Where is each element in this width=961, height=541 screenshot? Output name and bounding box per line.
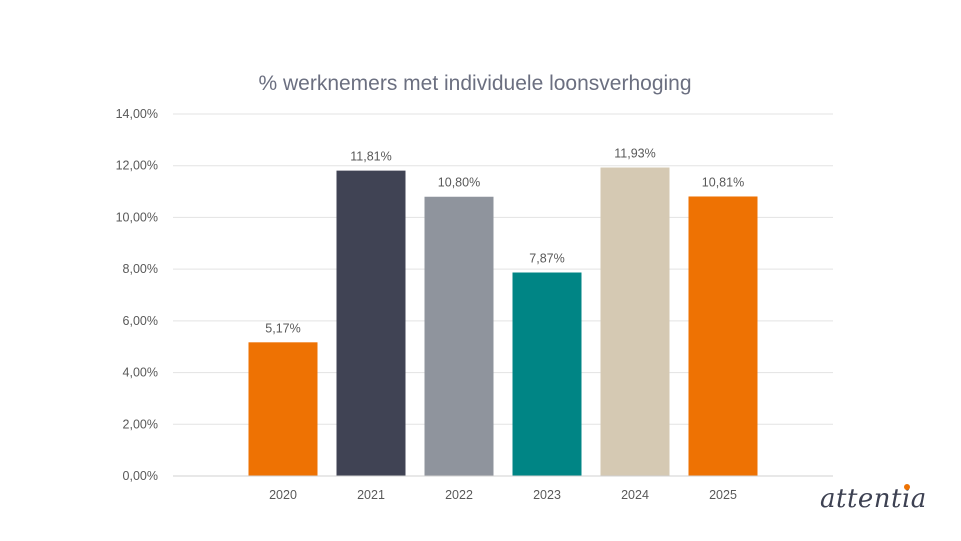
data-label-2023: 7,87%: [529, 252, 564, 266]
x-axis-ticks: 2020 2021 2022 2023 2024 2025: [269, 488, 737, 502]
x-tick-label-2020: 2020: [269, 488, 297, 502]
chart-title: % werknemers met individuele loonsverhog…: [258, 72, 691, 95]
y-tick-label: 10,00%: [116, 210, 158, 224]
x-tick-label-2024: 2024: [621, 488, 649, 502]
data-labels: 5,17% 11,81% 10,80% 7,87% 11,93% 10,81%: [265, 147, 744, 336]
y-tick-label: 8,00%: [123, 262, 158, 276]
bar-2025: [688, 196, 758, 476]
attentia-logo: attentia: [820, 484, 927, 514]
data-label-2021: 11,81%: [350, 150, 391, 164]
data-label-2022: 10,80%: [438, 176, 480, 190]
y-tick-label: 2,00%: [123, 417, 158, 431]
data-label-2025: 10,81%: [702, 175, 744, 189]
bar-2022: [424, 196, 494, 476]
logo-accent-dot: [904, 484, 910, 490]
bar-2023: [512, 272, 582, 476]
y-tick-label: 14,00%: [116, 107, 158, 121]
y-tick-label: 12,00%: [116, 159, 158, 173]
data-label-2020: 5,17%: [265, 321, 300, 335]
bar-2021: [336, 170, 406, 476]
y-tick-label: 0,00%: [123, 469, 158, 483]
data-label-2024: 11,93%: [614, 147, 655, 161]
bars: [248, 167, 758, 476]
y-tick-label: 6,00%: [123, 314, 158, 328]
y-axis-ticks: 0,00% 2,00% 4,00% 6,00% 8,00% 10,00% 12,00% 14,…: [116, 107, 158, 483]
x-tick-label-2023: 2023: [533, 488, 561, 502]
bar-2020: [248, 342, 318, 476]
y-tick-label: 4,00%: [123, 366, 158, 380]
bar-2024: [600, 167, 670, 476]
x-tick-label-2022: 2022: [445, 488, 473, 502]
x-tick-label-2021: 2021: [357, 488, 385, 502]
x-tick-label-2025: 2025: [709, 488, 737, 502]
